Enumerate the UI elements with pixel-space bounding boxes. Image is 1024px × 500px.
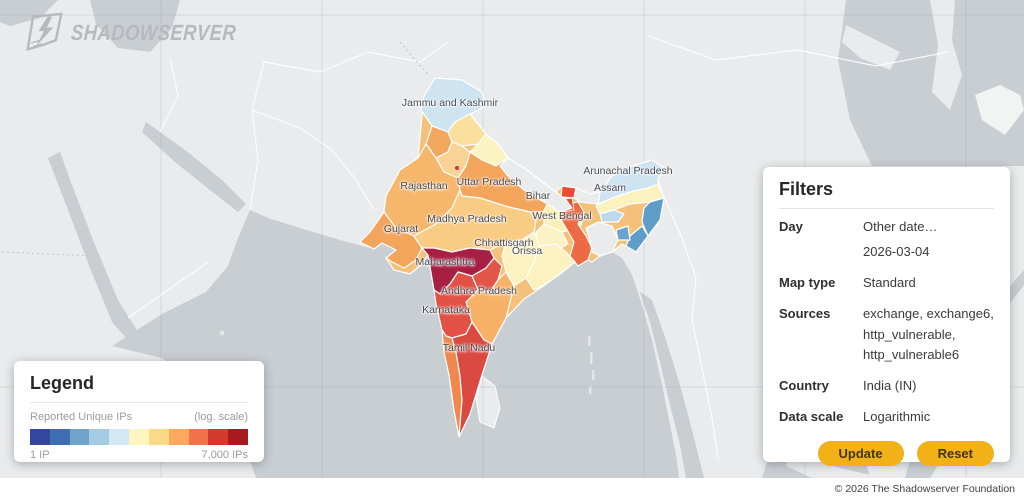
legend-scale-note: (log. scale) [194,411,248,423]
legend-min-label: 1 IP [30,449,50,461]
shadowserver-logo: SHADOWSERVER [24,12,268,54]
legend-swatch [129,429,149,445]
filter-value[interactable]: exchange, exchange6, http_vulnerable, ht… [863,306,994,362]
country-bangladesh [585,221,619,257]
filter-row-day: Day Other date… 2026-03-04 [779,217,994,267]
filters-divider [779,208,994,209]
legend-swatch [228,429,248,445]
state-gujarat[interactable] [359,211,423,269]
neighbor-countries [499,157,619,257]
shadowserver-logo-icon [26,12,63,52]
filter-row-country: Country India (IN) [779,376,994,401]
legend-max-label: 7,000 IPs [201,449,248,461]
country-borders [127,35,949,459]
legend-swatch [168,429,189,445]
legend-divider [30,402,248,403]
logo-text: SHADOWSERVER [70,20,237,45]
filter-row-sources: Sources exchange, exchange6, http_vulnera… [779,304,994,369]
state-meghalaya[interactable] [599,209,625,223]
update-button[interactable]: Update [817,441,904,467]
legend-swatch [89,429,110,445]
legend-metric-label: Reported Unique IPs [30,411,133,423]
country-nepal [499,157,573,213]
filter-label: Country [779,377,829,393]
filters-panel: Filters Day Other date… 2026-03-04 Map type… [763,167,1010,467]
disputed-borders [1,41,429,257]
legend-swatch [49,429,70,445]
footer: © 2026 The Shadowserver Foundation [0,478,1024,500]
state-orissa[interactable] [525,243,576,291]
legend-title: Legend [30,373,95,393]
filter-value[interactable]: India (IN) [863,377,917,393]
state-arunachal-pradesh[interactable] [597,159,665,205]
legend-swatch [148,429,169,445]
filter-value[interactable]: Logarithmic [863,408,931,424]
legend-color-scale [30,429,248,445]
filter-label: Day [779,219,803,234]
state-mizoram[interactable] [625,225,649,253]
filter-row-map-type: Map type Standard [779,273,994,298]
filters-title: Filters [779,179,834,199]
legend-swatch [208,429,229,445]
legend-swatch [188,429,209,445]
state-west-bengal[interactable] [559,201,593,267]
country-bhutan [573,187,601,205]
legend-swatch [30,429,50,445]
india-states [359,77,665,438]
filter-label: Sources [779,306,831,322]
legend-swatch [69,429,90,445]
filter-rows: Day Other date… 2026-03-04 Map type Standard… [779,217,994,432]
filter-value[interactable]: Standard [863,275,916,291]
legend-panel: Legend Reported Unique IPs (log. scale) … [14,361,264,462]
filter-value[interactable]: Other date… 2026-03-04 [863,219,938,260]
copyright-text: © 2026 The Shadowserver Foundation [834,483,1015,495]
filter-row-data-scale: Data scale Logarithmic [779,407,994,432]
reset-button[interactable]: Reset [916,441,994,467]
filter-label: Data scale [779,408,844,424]
city-dot[interactable] [454,165,460,171]
filter-label: Map type [779,275,836,291]
state-tamil-nadu[interactable] [451,321,493,438]
state-tripura[interactable] [615,225,631,241]
legend-swatch [109,429,130,445]
